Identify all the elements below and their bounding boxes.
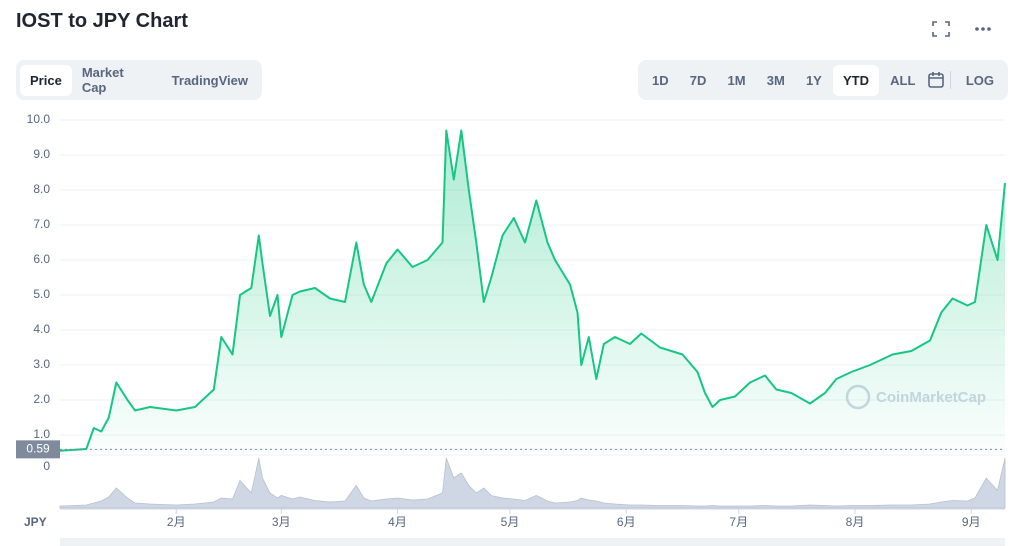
current-price-label: 0.59 [26,442,50,456]
range-button[interactable]: 1Y [805,72,822,88]
price-line [59,129,1006,452]
y-tick-label: 9.0 [33,147,50,161]
x-tick-label: 2月 [167,515,186,529]
chart-tabs: Price Market Cap TradingView [16,60,262,100]
log-button[interactable]: LOG [965,72,994,88]
navigator [60,538,1005,546]
range-button[interactable]: 1D [652,72,669,88]
price-area [60,130,1005,452]
volume-tick-label: 0 [43,459,50,473]
x-tick-label: 7月 [729,515,748,529]
range-buttons: 1D 7D 1M 3M 1Y YTD ALL LOG [638,60,1008,100]
toolbar-icons [932,21,991,37]
range-button[interactable]: YTD [832,64,879,96]
y-tick-label: 2.0 [33,392,50,406]
y-tick-label: 5.0 [33,287,50,301]
x-tick-label: 3月 [272,515,291,529]
x-tick-label: 8月 [846,515,865,529]
more-icon[interactable] [975,27,991,31]
fullscreen-icon[interactable] [932,21,950,37]
y-tick-label: 6.0 [33,252,50,266]
tab[interactable]: Market Cap [81,65,124,95]
range-button[interactable]: ALL [890,72,916,88]
watermark-logo [845,384,871,410]
range-button[interactable]: 3M [766,72,785,88]
y-tick-label: 7.0 [33,217,50,231]
range-button[interactable]: 1M [727,72,746,88]
current-price-box [16,440,60,459]
y-tick-label: 4.0 [33,322,50,336]
watermark: CoinMarketCap [876,389,986,406]
y-tick-label: 1.0 [33,427,50,441]
separator [949,71,951,89]
volume-area [59,457,1006,509]
axis-label: JPY [24,515,47,529]
range-button[interactable]: 7D [689,72,707,88]
calendar-icon[interactable] [927,71,945,89]
y-tick-label: 10.0 [27,112,51,126]
y-tick-label: 8.0 [33,182,50,196]
tab[interactable]: Price [20,64,72,96]
tab[interactable]: TradingView [171,72,248,88]
chart-title: IOST to JPY Chart [16,10,188,32]
x-tick-label: 9月 [962,515,981,529]
x-tick-label: 6月 [617,515,636,529]
x-tick-label: 5月 [501,515,520,529]
x-tick-label: 4月 [388,515,407,529]
y-tick-label: 3.0 [33,357,50,371]
